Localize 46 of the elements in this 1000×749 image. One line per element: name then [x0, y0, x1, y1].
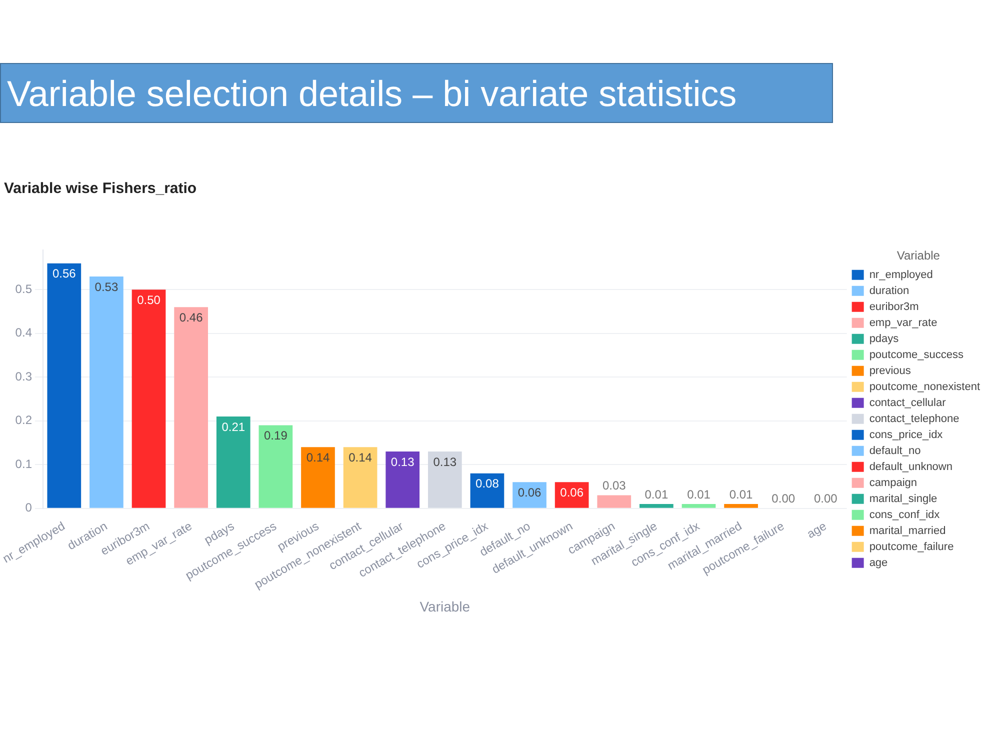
data-label: 0.01: [644, 487, 668, 502]
data-label: 0.46: [179, 310, 204, 324]
legend-label: contact_telephone: [869, 412, 960, 425]
data-label: 0.19: [264, 428, 288, 443]
legend-label: pdays: [869, 332, 900, 345]
legend-label: poutcome_success: [869, 348, 964, 361]
data-label: 0.13: [433, 454, 457, 469]
legend-label: contact_cellular: [869, 396, 946, 409]
legend-label: cons_price_idx: [869, 428, 944, 441]
legend-label: default_unknown: [869, 460, 952, 473]
data-label: 0.50: [137, 292, 161, 307]
legend-label: cons_conf_idx: [869, 508, 940, 521]
data-label: 0.00: [772, 492, 796, 506]
legend-label: poutcome_nonexistent: [869, 380, 980, 393]
y-tick-label: 0.2: [15, 413, 32, 428]
legend-label: default_no: [869, 444, 921, 457]
data-label: 0.21: [222, 420, 246, 434]
data-label: 0.14: [306, 450, 330, 464]
legend-label: euribor3m: [869, 300, 919, 313]
chart-title: Variable selection details – bi variate statistics: [0, 63, 833, 123]
y-tick-label: 0.4: [15, 326, 32, 340]
legend-label: campaign: [869, 476, 918, 489]
data-label: 0.08: [476, 476, 500, 491]
data-label: 0.01: [687, 487, 711, 502]
data-label: 0.06: [560, 485, 584, 500]
data-label: 0.01: [729, 487, 754, 502]
data-label: 0.06: [518, 485, 542, 500]
y-tick-label: 0.3: [15, 369, 32, 384]
legend-label: emp_var_rate: [869, 316, 938, 329]
chart-subtitle: Variable wise Fishers_ratio: [4, 180, 197, 197]
data-label: 0.03: [602, 478, 626, 493]
y-tick-label: 0.5: [15, 282, 32, 296]
y-tick-label: 0: [25, 500, 32, 515]
legend-label: previous: [869, 364, 912, 377]
legend-label: marital_single: [869, 492, 938, 505]
data-label: 0.00: [814, 492, 838, 506]
data-label: 0.56: [52, 266, 76, 281]
x-axis-title: Variable: [420, 598, 470, 614]
data-label: 0.14: [348, 450, 372, 464]
data-label: 0.53: [94, 280, 118, 294]
legend-label: duration: [869, 284, 910, 297]
legend-label: nr_employed: [869, 268, 933, 281]
legend-title: Variable: [896, 248, 940, 262]
y-tick-label: 0.1: [15, 456, 32, 471]
data-label: 0.13: [390, 454, 415, 469]
x-tick-label: age: [804, 518, 830, 542]
